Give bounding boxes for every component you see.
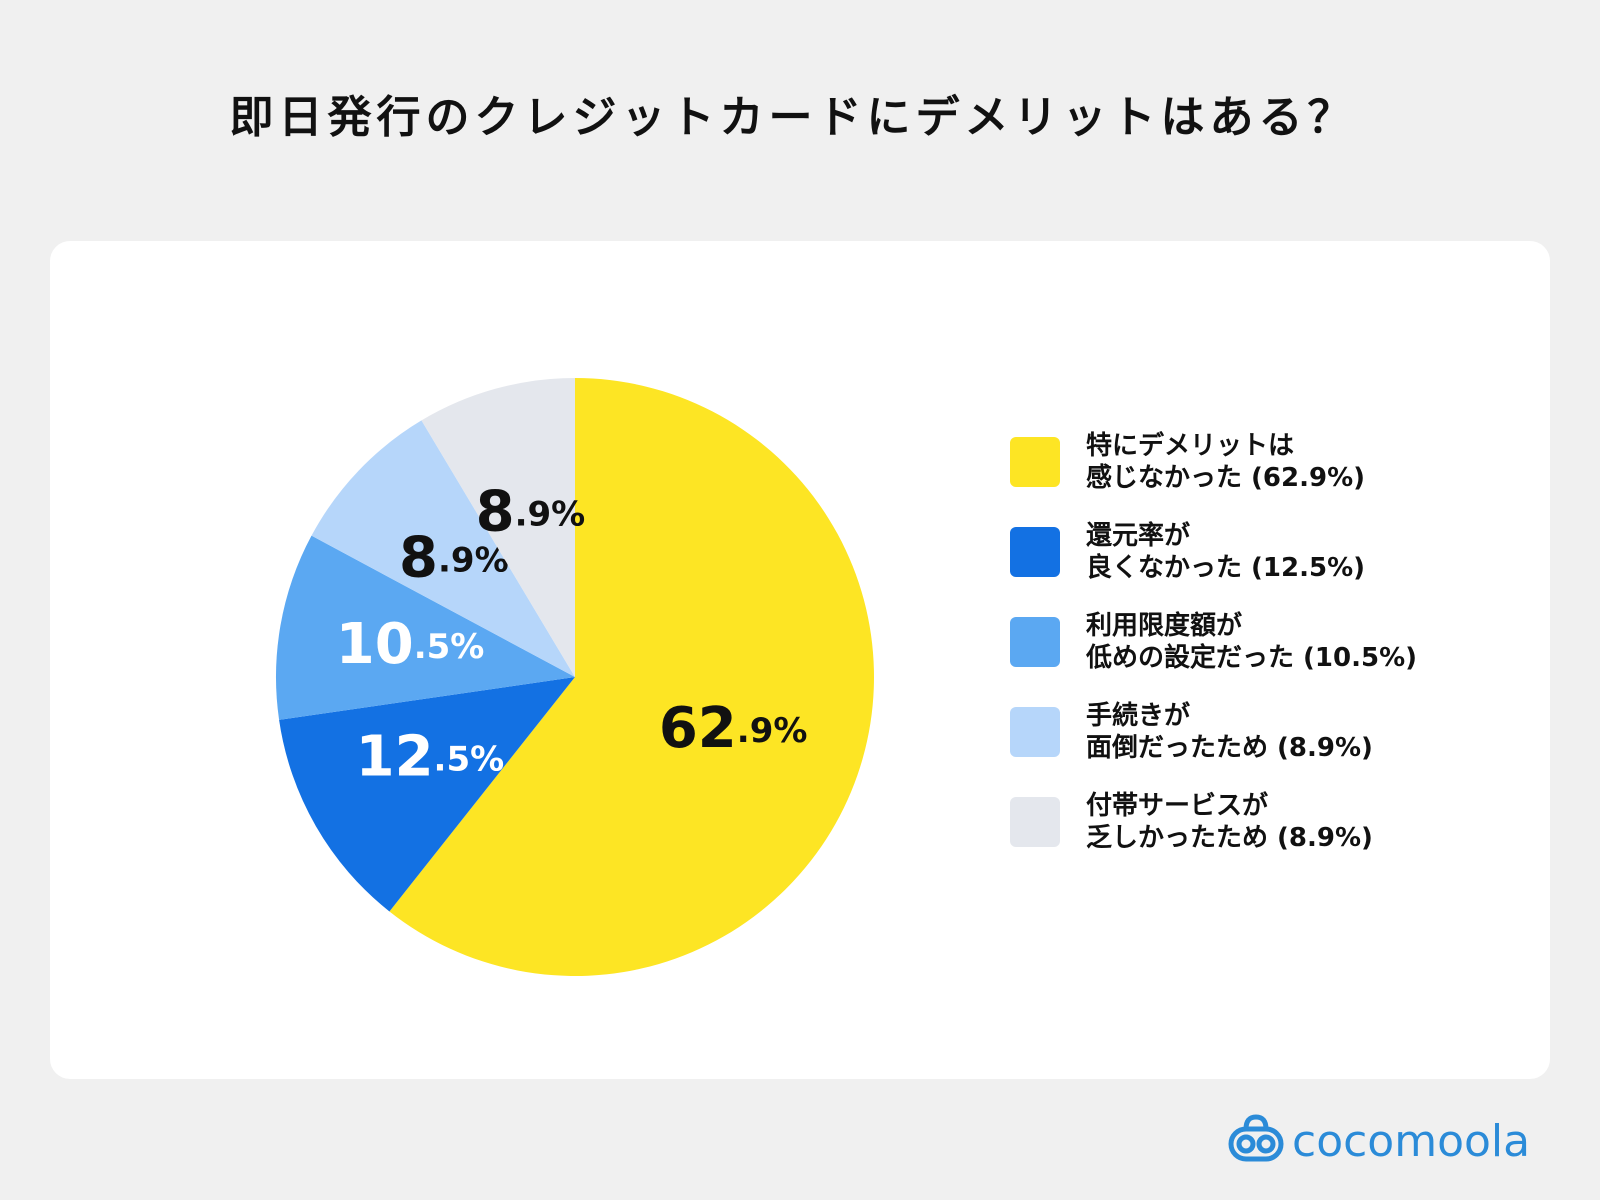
chart-title: 即日発行のクレジットカードにデメリットはある？	[230, 92, 1357, 143]
legend-line: 良くなかった (12.5%)	[1086, 552, 1365, 583]
data-label-int: 8	[399, 526, 438, 591]
legend-label: 還元率が良くなかった (12.5%)	[1086, 520, 1365, 583]
legend-swatch	[1010, 707, 1060, 757]
legend-label: 特にデメリットは感じなかった (62.9%)	[1086, 430, 1365, 493]
data-label: 8.9%	[476, 480, 586, 545]
legend-swatch	[1010, 617, 1060, 667]
legend-line: 特にデメリットは	[1086, 430, 1294, 461]
legend-line: 面倒だったため (8.9%)	[1086, 733, 1373, 763]
logo	[1228, 1114, 1284, 1162]
data-label-dec: .9%	[737, 711, 808, 751]
pie-slice	[421, 378, 575, 677]
legend-line: 利用限度額が	[1086, 610, 1242, 641]
data-label-int: 62	[659, 696, 737, 761]
legend-line: 低めの設定だった (10.5%)	[1085, 642, 1417, 673]
data-label: 10.5%	[336, 612, 485, 677]
data-label-dec: .9%	[515, 494, 586, 534]
data-label-int: 8	[476, 480, 515, 545]
pie-slice	[276, 535, 575, 720]
legend-line: 付帯サービスが	[1086, 790, 1268, 821]
legend-label: 利用限度額が低めの設定だった (10.5%)	[1085, 610, 1417, 673]
data-label-int: 12	[356, 725, 434, 790]
legend-line: 感じなかった (62.9%)	[1086, 463, 1365, 493]
data-label-dec: .5%	[414, 626, 485, 666]
legend-line: 乏しかったため (8.9%)	[1086, 823, 1373, 853]
data-label-int: 10	[336, 612, 414, 677]
brand: cocomoola	[1292, 1116, 1530, 1167]
legend-swatch	[1010, 797, 1060, 847]
data-label-dec: .5%	[434, 739, 505, 779]
data-label-dec: .9%	[438, 540, 509, 580]
legend-swatch	[1010, 527, 1060, 577]
data-label: 12.5%	[356, 725, 505, 790]
legend-line: 手続きが	[1086, 700, 1190, 731]
legend-swatch	[1010, 437, 1060, 487]
legend-label: 付帯サービスが乏しかったため (8.9%)	[1086, 790, 1373, 853]
pie-slice	[311, 420, 575, 677]
legend-label: 手続きが面倒だったため (8.9%)	[1086, 700, 1373, 763]
pie-slice	[279, 677, 575, 912]
data-label: 62.9%	[659, 696, 808, 761]
data-label: 8.9%	[399, 526, 509, 591]
pie-slice	[389, 378, 874, 976]
legend-line: 還元率が	[1086, 520, 1190, 551]
